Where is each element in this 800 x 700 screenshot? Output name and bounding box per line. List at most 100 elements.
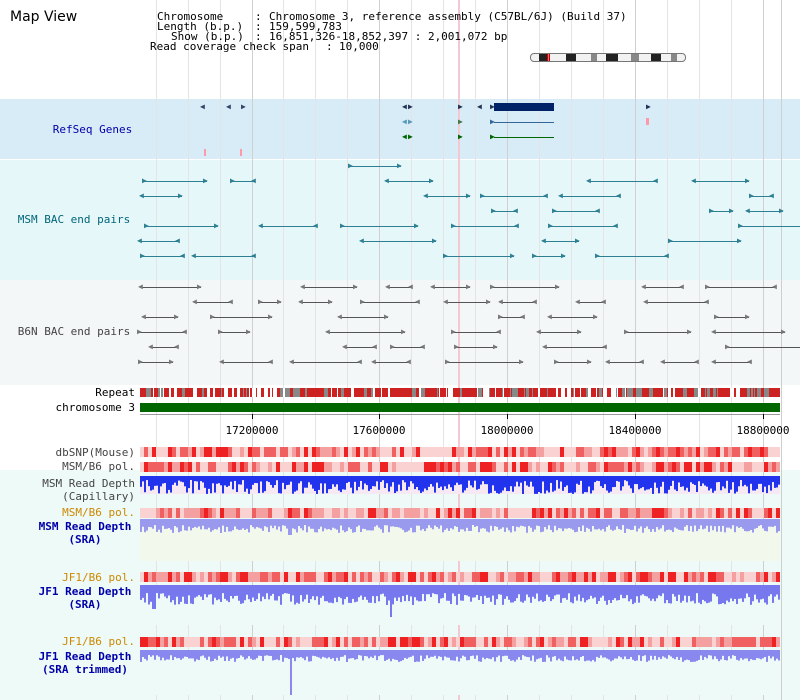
jf1-depth-trimmed-bar: [380, 650, 382, 656]
msm-bac-pair-line: [544, 241, 579, 242]
chromosome-bar[interactable]: [140, 403, 780, 412]
msm-depth-capillary-bar: [160, 476, 162, 487]
msm-b6-pol-2-strip-cell: [616, 508, 620, 518]
msm-read-depth-capillary-label[interactable]: MSM Read Depth: [42, 477, 135, 490]
jf1-depth-sra-bar: [162, 585, 164, 594]
repeat-track-bar[interactable]: [140, 388, 780, 397]
msm-depth-sra-bar: [646, 519, 648, 527]
chromosome-value: Chromosome 3, reference assembly (C57BL/…: [269, 10, 627, 23]
jf1-depth-trimmed-bar: [262, 650, 264, 661]
msm-depth-capillary-bar: [442, 476, 444, 491]
msm-b6-pol-2-label[interactable]: MSM/B6 pol.: [62, 506, 135, 519]
msm-b6-pol-2-strip-cell: [440, 508, 444, 518]
refseq-genes-label[interactable]: RefSeq Genes: [52, 123, 133, 136]
msm-depth-sra-bar: [452, 519, 454, 530]
jf1-b6-pol-2-strip-cell: [228, 637, 232, 647]
msm-depth-capillary-bar: [528, 476, 530, 487]
jf1-depth-trimmed-bar: [564, 650, 566, 657]
msm-depth-capillary-bar: [720, 476, 722, 491]
msm-b6-pol-2-strip-cell: [312, 508, 316, 518]
msm-b6-pol-2-strip-cell: [464, 508, 468, 518]
repeat-gap: [627, 388, 630, 397]
b6n-bac-end-icon: ▶: [268, 312, 273, 321]
msm-depth-capillary-bar: [600, 476, 602, 487]
msm-bac-end-icon: ◀: [613, 221, 618, 230]
jf1-depth-trimmed-bar: [534, 650, 536, 662]
jf1-depth-sra-bar: [700, 585, 702, 605]
msm-depth-sra-bar: [666, 519, 668, 530]
msm-b6-pol-strip-cell: [236, 462, 240, 472]
msm-read-depth-sra-label[interactable]: MSM Read Depth: [38, 520, 132, 533]
jf1-depth-trimmed-bar: [568, 650, 570, 661]
msm-b6-pol-strip-cell: [172, 462, 176, 472]
b6n-bac-end-icon: ◀: [601, 297, 606, 306]
msm-b6-pol-strip-cell: [648, 462, 652, 472]
repeat-gap: [193, 388, 197, 397]
jf1-b6-pol-label[interactable]: JF1/B6 pol.: [62, 571, 135, 584]
grid-line: [731, 0, 732, 700]
repeat-gap: [280, 388, 283, 397]
refseq-gene-line[interactable]: [494, 137, 554, 138]
jf1-depth-trimmed-bar: [190, 650, 192, 659]
dbsnp-strip-cell: [348, 447, 352, 457]
dbsnp-label[interactable]: dbSNP(Mouse): [55, 446, 135, 459]
msm-b6-pol-label[interactable]: MSM/B6 pol.: [62, 460, 135, 473]
repeat-gap: [707, 388, 710, 397]
jf1-depth-sra-bar: [398, 585, 400, 598]
dbsnp-strip-cell: [268, 447, 272, 457]
dbsnp-strip-cell: [536, 447, 540, 457]
msm-bac-end-pairs-label[interactable]: MSM BAC end pairs: [17, 213, 131, 226]
msm-depth-capillary-bar: [258, 476, 260, 494]
msm-b6-pol-strip-cell: [252, 462, 256, 472]
b6n-bac-end-icon: ▶: [328, 297, 333, 306]
jf1-depth-trimmed-bar: [256, 650, 258, 659]
jf1-b6-pol-2-strip-cell: [440, 637, 444, 647]
jf1-depth-sra-bar: [360, 585, 362, 596]
msm-depth-sra-bar: [678, 519, 680, 530]
jf1-b6-pol-2-label[interactable]: JF1/B6 pol.: [62, 635, 135, 648]
jf1-depth-sra-bar: [148, 585, 150, 605]
jf1-b6-pol-2-strip-cell: [556, 637, 560, 647]
jf1-depth-trimmed-bar: [396, 650, 398, 661]
jf1-depth-sra-bar: [502, 585, 504, 605]
chromosome-ideogram[interactable]: [530, 53, 686, 62]
msm-depth-capillary-bar: [194, 476, 196, 482]
jf1-depth-trimmed-bar: [770, 650, 772, 659]
msm-depth-sra-bar: [150, 519, 152, 528]
msm-b6-pol-2-strip-cell: [420, 508, 424, 518]
jf1-b6-pol-strip-cell: [740, 572, 744, 582]
refseq-gene-line[interactable]: [494, 122, 554, 123]
jf1-depth-trimmed-bar: [206, 650, 208, 660]
jf1-b6-pol-strip-cell: [624, 572, 628, 582]
msm-depth-capillary-bar: [486, 476, 488, 485]
msm-b6-pol-strip-cell: [388, 462, 392, 472]
jf1-depth-sra-bar: [444, 585, 446, 594]
msm-depth-sra-bar: [174, 519, 176, 527]
msm-depth-capillary-bar: [436, 476, 438, 483]
msm-depth-capillary-bar: [572, 476, 574, 494]
msm-depth-capillary-bar: [342, 476, 344, 490]
jf1-depth-trimmed-bar: [470, 650, 472, 657]
dbsnp-strip-cell: [604, 447, 608, 457]
jf1-b6-pol-strip-cell: [452, 572, 456, 582]
jf1-depth-trimmed-bar: [240, 650, 242, 656]
b6n-bac-end-pairs-label[interactable]: B6N BAC end pairs: [17, 325, 131, 338]
jf1-read-depth-sra-label[interactable]: JF1 Read Depth: [38, 585, 132, 598]
ideogram-position-marker[interactable]: [547, 54, 550, 61]
msm-depth-sra-bar: [338, 519, 340, 533]
msm-depth-capillary-bar: [762, 476, 764, 493]
dbsnp-strip-cell: [200, 447, 204, 457]
b6n-bac-end-icon: ◀: [174, 342, 179, 351]
jf1-depth-trimmed-bar: [748, 650, 750, 662]
msm-depth-capillary-bar: [218, 476, 220, 484]
refseq-gene-line[interactable]: [494, 106, 554, 108]
msm-bac-pair-line: [535, 256, 565, 257]
msm-depth-capillary-bar: [430, 476, 432, 485]
msm-depth-sra-bar: [454, 519, 456, 527]
msm-b6-pol-strip-cell: [312, 462, 316, 472]
dbsnp-strip-cell: [648, 447, 652, 457]
msm-depth-capillary-bar: [508, 476, 510, 492]
repeat-gap: [293, 388, 297, 397]
jf1-read-depth-trimmed-label[interactable]: JF1 Read Depth: [38, 650, 132, 663]
